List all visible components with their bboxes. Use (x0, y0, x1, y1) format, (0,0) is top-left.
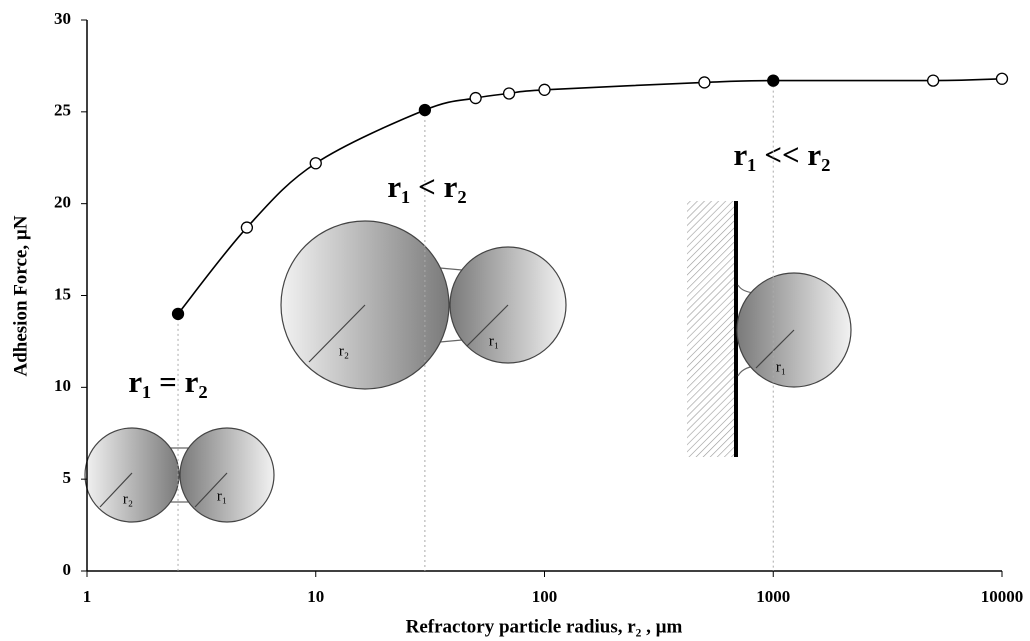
x-tick-label: 1 (83, 587, 92, 606)
y-axis-title: Adhesion Force, µN (10, 215, 31, 376)
x-tick-label: 100 (532, 587, 558, 606)
annotation: r₁ = r₂ (128, 364, 207, 399)
marker (418, 103, 432, 117)
radius-label: r₁ (217, 488, 227, 504)
y-tick-label: 0 (63, 560, 72, 579)
marker (767, 74, 780, 87)
y-tick-label: 25 (54, 101, 71, 120)
x-axis-title: Refractory particle radius, r₂ , µm (406, 616, 683, 637)
annotation: r₁ << r₂ (734, 137, 831, 172)
marker (995, 72, 1009, 85)
annotation: r₁ < r₂ (387, 169, 466, 204)
radius-label: r₁ (776, 359, 786, 375)
marker (171, 307, 185, 321)
radius-label: r₂ (339, 343, 349, 359)
marker (926, 74, 940, 87)
x-tick-label: 1000 (756, 587, 790, 606)
marker (538, 83, 551, 96)
radius-label: r₁ (489, 333, 499, 349)
y-tick-label: 15 (54, 284, 71, 303)
diagrams (84, 201, 852, 523)
marker (698, 76, 711, 89)
marker (502, 87, 516, 100)
x-tick-label: 10000 (981, 587, 1024, 606)
y-tick-label: 5 (63, 468, 72, 487)
marker (469, 91, 482, 105)
y-tick-label: 30 (54, 9, 71, 28)
marker (240, 221, 254, 234)
radius-label: r₂ (123, 491, 133, 507)
y-tick-label: 10 (54, 376, 71, 395)
marker (309, 157, 322, 170)
x-tick-label: 10 (307, 587, 324, 606)
y-tick-label: 20 (54, 193, 71, 212)
